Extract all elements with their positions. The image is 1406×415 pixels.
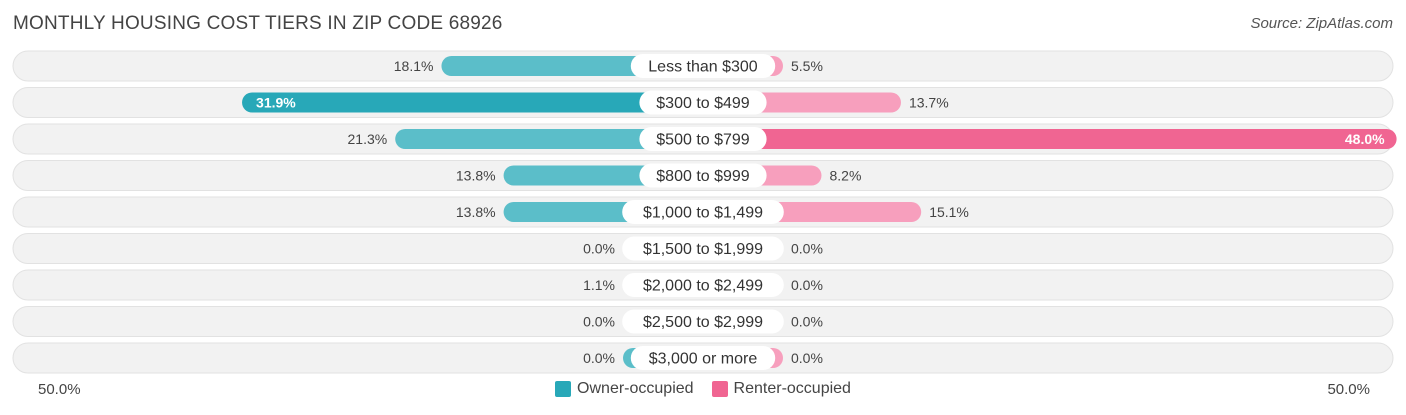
chart-source: Source: ZipAtlas.com [1250, 15, 1393, 32]
category-label: $800 to $999 [656, 168, 750, 185]
renter-value-label: 48.0% [1345, 131, 1385, 147]
category-label: $1,000 to $1,499 [643, 205, 763, 222]
renter-value-label: 13.7% [909, 95, 949, 111]
category-pill [630, 346, 776, 370]
category-label: $2,000 to $2,499 [643, 278, 763, 295]
legend-label-owner: Owner-occupied [577, 380, 694, 397]
category-pill [622, 200, 784, 224]
category-pill [622, 273, 784, 297]
owner-value-label: 18.1% [394, 58, 434, 74]
category-label: $3,000 or more [649, 351, 758, 368]
category-label: $300 to $499 [656, 95, 750, 112]
renter-value-label: 15.1% [929, 204, 969, 220]
category-label: $1,500 to $1,999 [643, 241, 763, 258]
category-label: $2,500 to $2,999 [643, 314, 763, 331]
legend-item-renter: Renter-occupied [711, 380, 851, 398]
renter-bar [703, 129, 1397, 149]
owner-bar [395, 129, 703, 149]
owner-value-label: 0.0% [583, 350, 615, 366]
category-pill [622, 309, 784, 334]
legend-swatch-renter [711, 381, 728, 397]
renter-value-label: 8.2% [829, 168, 861, 184]
legend-item-owner: Owner-occupied [555, 380, 694, 398]
owner-value-label: 31.9% [256, 95, 296, 111]
category-label: $500 to $799 [656, 132, 750, 149]
owner-value-label: 1.1% [583, 277, 615, 293]
category-pill [622, 236, 784, 261]
owner-value-label: 0.0% [583, 241, 615, 257]
renter-value-label: 0.0% [791, 350, 823, 366]
chart-title: MONTHLY HOUSING COST TIERS IN ZIP CODE 6… [13, 13, 503, 34]
owner-value-label: 13.8% [456, 168, 496, 184]
owner-value-label: 13.8% [456, 204, 496, 220]
category-pill [639, 90, 767, 115]
renter-value-label: 0.0% [791, 277, 823, 293]
axis-right-label: 50.0% [1327, 381, 1370, 398]
category-pill [639, 163, 767, 188]
owner-value-label: 0.0% [583, 314, 615, 330]
renter-value-label: 0.0% [791, 314, 823, 330]
category-label: Less than $300 [648, 59, 758, 76]
category-pill [630, 54, 776, 78]
axis-left-label: 50.0% [38, 381, 81, 398]
owner-bar [242, 92, 704, 113]
renter-value-label: 0.0% [791, 241, 823, 257]
legend-label-renter: Renter-occupied [733, 380, 851, 397]
renter-value-label: 5.5% [791, 58, 823, 74]
chart-area: 18.1% 5.5% Less than $300 31.9% 13.7% $300 to… [12, 50, 1397, 374]
owner-value-label: 21.3% [348, 131, 388, 147]
legend: Owner-occupied Renter-occupied [0, 380, 1406, 398]
legend-swatch-owner [555, 381, 572, 397]
category-pill [639, 127, 767, 151]
